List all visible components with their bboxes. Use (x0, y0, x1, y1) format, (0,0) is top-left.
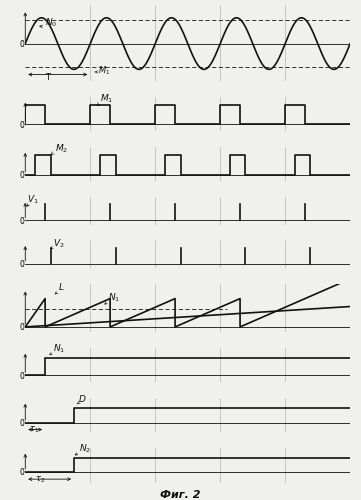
Text: $V_1$: $V_1$ (27, 194, 39, 206)
Text: $N_0$: $N_0$ (45, 16, 57, 28)
Text: $\tau_2$: $\tau_2$ (35, 474, 45, 485)
Text: $N_1$: $N_1$ (108, 292, 121, 304)
Text: $\tau_1$: $\tau_1$ (29, 424, 39, 435)
Text: $M_1$: $M_1$ (100, 92, 114, 105)
Text: $M_2$: $M_2$ (55, 142, 68, 155)
Text: Фиг. 2: Фиг. 2 (160, 490, 201, 500)
Text: D: D (79, 394, 86, 404)
Text: $V_2$: $V_2$ (53, 237, 65, 250)
Text: $N_1$: $N_1$ (53, 342, 65, 355)
Text: $N_2$: $N_2$ (79, 442, 91, 455)
Text: L: L (59, 283, 64, 292)
Text: T: T (45, 72, 50, 82)
Text: $M_1$: $M_1$ (98, 64, 110, 76)
